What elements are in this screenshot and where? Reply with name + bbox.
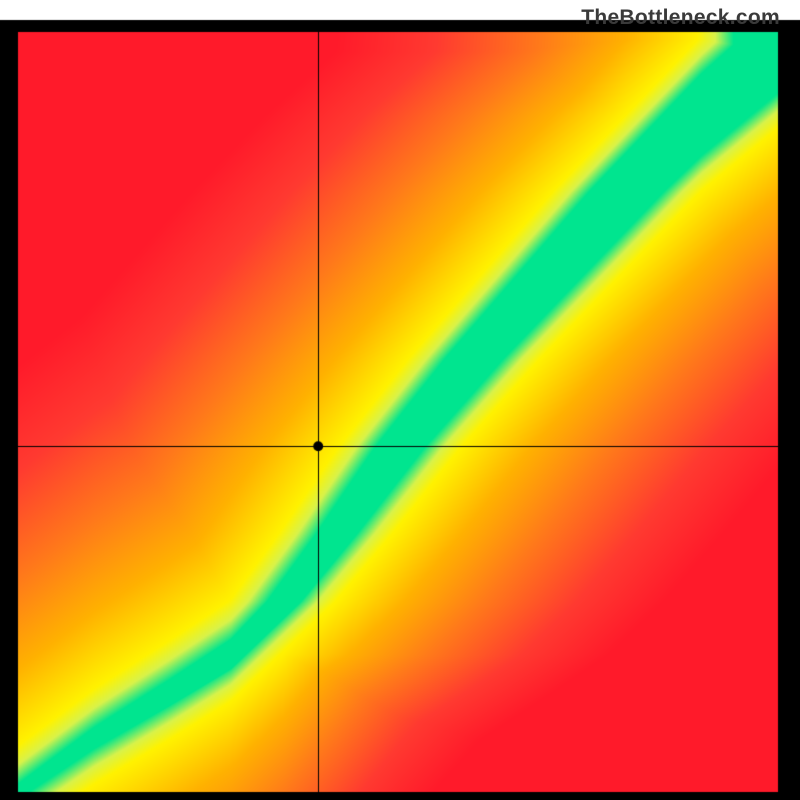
chart-container: TheBottleneck.com xyxy=(0,0,800,800)
watermark-text: TheBottleneck.com xyxy=(581,6,780,30)
heatmap-canvas xyxy=(0,0,800,800)
